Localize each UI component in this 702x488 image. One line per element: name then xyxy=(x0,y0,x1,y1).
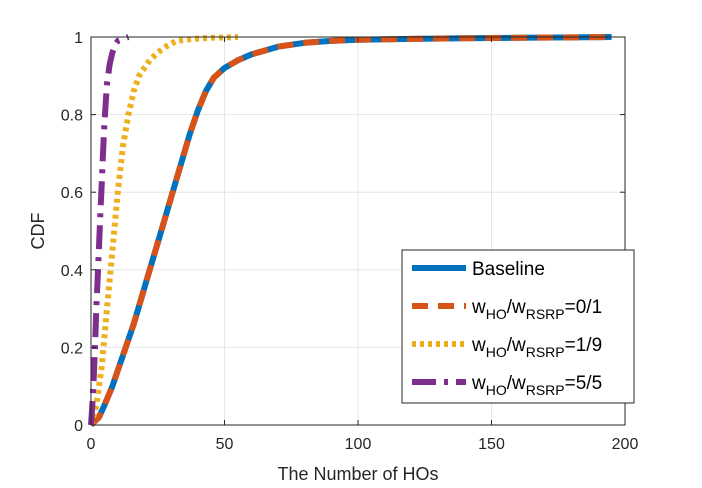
y-tick-label: 0.4 xyxy=(61,263,83,280)
x-tick-label: 150 xyxy=(478,436,505,453)
series-line-ratio-0-1 xyxy=(88,34,612,428)
y-tick-label: 0.6 xyxy=(61,185,83,202)
legend-box xyxy=(401,249,635,404)
y-tick-label: 0.2 xyxy=(61,340,83,357)
x-tick-label: 50 xyxy=(216,436,234,453)
y-tick-label: 0.8 xyxy=(61,108,83,125)
y-tick-label: 1 xyxy=(74,30,83,47)
x-axis-title: The Number of HOs xyxy=(277,464,438,484)
legend-label-ratio-5-5: wHO/wRSRP=5/5 xyxy=(471,373,602,398)
series-line-ratio-1-9 xyxy=(88,34,238,426)
legend-label-ratio-1-9: wHO/wRSRP=1/9 xyxy=(471,335,602,360)
x-tick-label: 200 xyxy=(612,436,639,453)
legend: Baseline wHO/wRSRP=0/1 wHO/wRSRP=1/9 wHO/wR… xyxy=(401,249,635,404)
axis-ticks xyxy=(90,36,626,426)
x-tick-label: 0 xyxy=(87,436,96,453)
y-axis-title: CDF xyxy=(28,213,48,250)
y-tick-label: 0 xyxy=(74,418,83,435)
legend-label-ratio-0-1: wHO/wRSRP=0/1 xyxy=(471,297,602,322)
legend-label-baseline: Baseline xyxy=(472,259,545,280)
x-tick-label: 100 xyxy=(345,436,372,453)
